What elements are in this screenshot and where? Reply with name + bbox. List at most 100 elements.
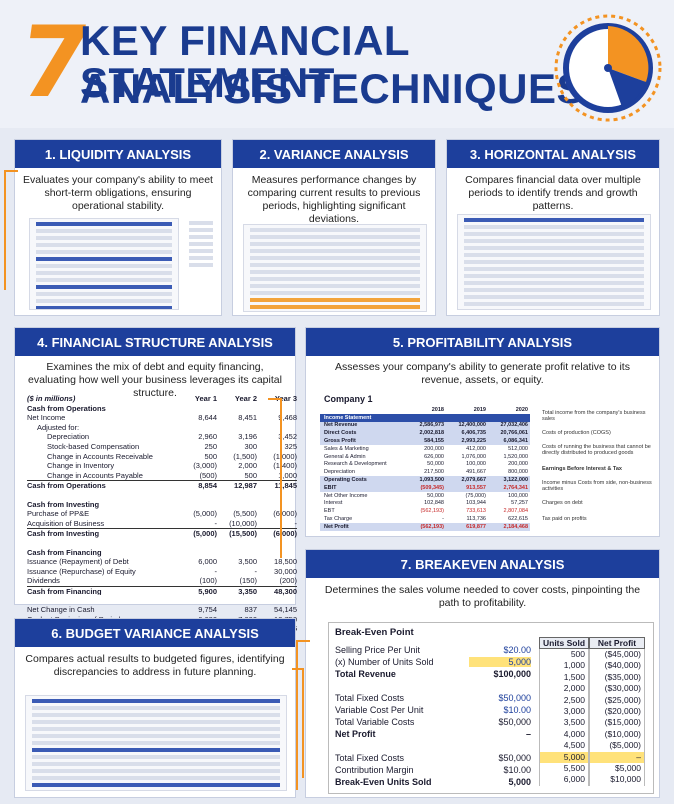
- cash-flow-value: [177, 423, 217, 433]
- net-profit-cell: ($35,000): [589, 671, 645, 684]
- cash-flow-label: Depreciation: [47, 432, 90, 442]
- income-statement-value: 6,406,735: [461, 430, 486, 437]
- cash-flow-value: [257, 595, 297, 605]
- liquidity-balance-sheet-thumbnail: [29, 218, 179, 310]
- income-statement-value: 491,667: [466, 469, 486, 476]
- net-profit-cell: ($30,000): [589, 683, 645, 695]
- units-sold-cell: 2,500: [539, 694, 589, 706]
- cash-flow-value: [177, 538, 217, 548]
- breakeven-label: Total Revenue: [335, 669, 396, 679]
- breakeven-value: $50,000: [498, 717, 531, 727]
- income-statement-label: Gross Profit: [324, 438, 356, 445]
- variance-title: 2. VARIANCE ANALYSIS: [233, 140, 435, 168]
- cash-flow-value: Year 1: [194, 394, 217, 403]
- breakeven-value: $100,000: [493, 669, 531, 679]
- cash-flow-value: 8,854: [198, 481, 217, 491]
- units-table-row: 3,500 ($15,000): [539, 717, 651, 729]
- cash-flow-label: [27, 538, 177, 548]
- income-statement-row: General & Admin 626,000 1,076,000 1,520,000: [320, 453, 530, 461]
- breakeven-label: Total Variable Costs: [335, 717, 415, 727]
- cash-flow-value: [177, 500, 217, 510]
- cash-flow-label: Issuance (Repurchase) of Equity: [27, 566, 136, 576]
- income-statement-row: Income Statement: [320, 413, 530, 422]
- cash-flow-label: Net Change in Cash: [27, 605, 95, 615]
- cash-flow-value: 3,196: [238, 432, 257, 442]
- income-statement-value: 1,520,000: [503, 453, 528, 460]
- breakeven-label: Net Profit: [335, 729, 376, 739]
- income-statement-label: Tax Charge: [324, 516, 353, 523]
- cash-flow-value: 325: [284, 441, 297, 451]
- units-sold-cell: 4,000: [539, 728, 589, 741]
- net-profit-cell: ($45,000): [589, 649, 645, 661]
- cash-flow-value: 12,987: [234, 481, 257, 491]
- units-table-row: 4,500 ($5,000): [539, 740, 651, 752]
- units-table-row: 1,500 ($35,000): [539, 671, 651, 684]
- income-statement-label: Operating Costs: [324, 477, 367, 484]
- income-statement-value: 584,155: [424, 438, 444, 445]
- income-statement-label: EBT: [324, 508, 335, 515]
- cash-flow-value: Year 2: [234, 394, 257, 403]
- liquidity-arrow: [4, 170, 18, 290]
- cash-flow-value: (15,500): [229, 529, 257, 539]
- income-statement-value: 2,586,973: [419, 422, 444, 429]
- breakeven-label: Variable Cost Per Unit: [335, 705, 424, 715]
- units-sold-cell: 3,000: [539, 705, 589, 718]
- breakeven-label: Selling Price Per Unit: [335, 645, 421, 655]
- cash-flow-row: Net Change in Cash 9,754 837 54,145: [27, 605, 297, 615]
- cash-flow-row: Change in Inventory (3,000) 2,000 (1,400): [27, 461, 297, 471]
- cash-flow-table: ($ in millions) Year 1 Year 2 Year 3 Cash fr…: [27, 394, 297, 634]
- income-statement-value: 2,002,818: [419, 430, 444, 437]
- cash-flow-value: 3,350: [238, 586, 257, 596]
- cash-flow-value: (200): [279, 576, 297, 586]
- income-statement-value: 100,000: [466, 461, 486, 468]
- cash-flow-value: 6,000: [198, 557, 217, 567]
- cash-flow-value: 500: [204, 451, 217, 461]
- income-statement-row: Gross Profit 584,155 2,993,225 6,086,341: [320, 437, 530, 445]
- liquidity-description: Evaluates your company's ability to meet…: [23, 174, 213, 213]
- cash-flow-value: [217, 548, 257, 558]
- cash-flow-row: Adjusted for:: [27, 423, 297, 433]
- units-table-row: 2,000 ($30,000): [539, 683, 651, 695]
- units-table-row: 5,000–: [539, 751, 651, 763]
- profitability-note: Income minus Costs from side, non-busine…: [542, 480, 652, 492]
- income-statement-value: 103,944: [466, 500, 486, 507]
- units-table-row: 1,000 ($40,000): [539, 660, 651, 672]
- units-sold-cell: 3,500: [539, 717, 589, 729]
- liquidity-notes-thumbnail: [183, 218, 219, 310]
- cash-flow-value: (5,000): [193, 509, 217, 519]
- cash-flow-value: 300: [244, 441, 257, 451]
- cash-flow-label: Purchase of PP&E: [27, 509, 90, 519]
- cash-flow-label: Cash from Investing: [27, 529, 100, 538]
- cash-flow-value: (10,000): [229, 518, 257, 528]
- profitability-notes: Total income from the company's business…: [538, 406, 653, 531]
- cash-flow-row: Cash from Operations: [27, 404, 297, 414]
- breakeven-label: Total Fixed Costs: [335, 693, 405, 703]
- cash-flow-row: ($ in millions) Year 1 Year 2 Year 3: [27, 394, 297, 404]
- income-statement-value: -: [442, 516, 444, 523]
- income-statement-value: (562,193): [420, 523, 444, 530]
- income-statement-value: 200,000: [424, 445, 444, 452]
- income-statement-row: Net Other Income 50,000 (75,000) 100,000: [320, 492, 530, 500]
- cash-flow-value: (1,400): [273, 461, 297, 471]
- net-profit-cell: ($40,000): [589, 660, 645, 672]
- units-sold-cell: 6,000: [539, 774, 589, 786]
- cash-flow-label: Dividends: [27, 576, 60, 586]
- net-profit-cell: ($15,000): [589, 717, 645, 729]
- cash-flow-row: Acquisition of Business - (10,000) -: [27, 519, 297, 529]
- breakeven-calculations: Selling Price Per Unit $20.00 (x) Number o…: [329, 623, 539, 795]
- cash-flow-label: Cash from Investing: [27, 499, 100, 509]
- income-statement-value: 626,000: [424, 453, 444, 460]
- income-statement-row: Net Profit (562,193) 619,877 2,184,468: [320, 522, 530, 531]
- cash-flow-value: -: [214, 518, 218, 528]
- year-header: 2018: [431, 406, 444, 413]
- variance-table-thumbnail: [243, 224, 427, 312]
- cash-flow-value: [217, 500, 257, 510]
- income-statement-value: 512,000: [508, 445, 528, 452]
- breakeven-label: Break-Even Units Sold: [335, 777, 432, 787]
- income-statement-years: 2018 2019 2020: [320, 406, 530, 414]
- cash-flow-label: Acquisition of Business: [27, 518, 105, 528]
- cash-flow-label: Change in Inventory: [47, 461, 115, 471]
- units-sold-cell: 500: [539, 649, 589, 661]
- cash-flow-value: 3,452: [278, 432, 297, 442]
- cash-flow-value: 2,960: [198, 432, 217, 442]
